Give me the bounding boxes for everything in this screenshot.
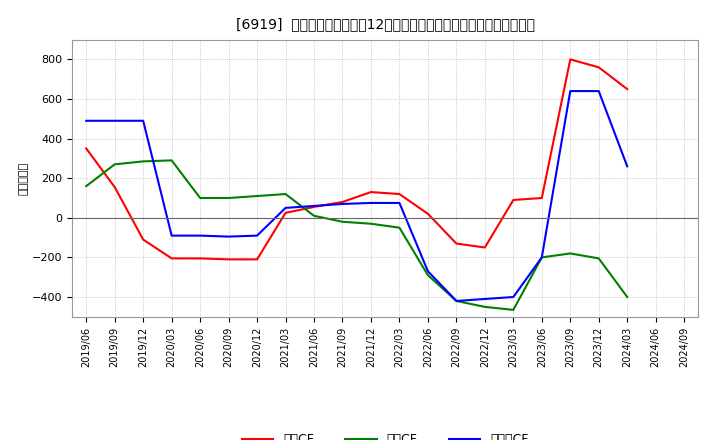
フリーCF xyxy=(537,255,546,260)
営業CF xyxy=(167,256,176,261)
投資CF xyxy=(253,193,261,198)
投資CF xyxy=(423,272,432,278)
Line: 営業CF: 営業CF xyxy=(86,59,627,259)
投資CF xyxy=(566,251,575,256)
営業CF xyxy=(310,204,318,209)
営業CF xyxy=(537,195,546,201)
Y-axis label: （百万円）: （百万円） xyxy=(19,161,29,195)
フリーCF xyxy=(110,118,119,123)
営業CF xyxy=(282,210,290,216)
投資CF xyxy=(196,195,204,201)
フリーCF xyxy=(282,205,290,210)
フリーCF xyxy=(423,268,432,274)
投資CF xyxy=(82,183,91,189)
投資CF xyxy=(537,255,546,260)
投資CF xyxy=(110,161,119,167)
営業CF xyxy=(452,241,461,246)
投資CF xyxy=(623,294,631,300)
投資CF xyxy=(395,225,404,231)
営業CF xyxy=(480,245,489,250)
フリーCF xyxy=(82,118,91,123)
営業CF xyxy=(366,189,375,194)
営業CF xyxy=(196,256,204,261)
営業CF xyxy=(423,211,432,216)
営業CF xyxy=(82,146,91,151)
営業CF xyxy=(338,199,347,205)
投資CF xyxy=(282,191,290,197)
フリーCF xyxy=(509,294,518,300)
フリーCF xyxy=(167,233,176,238)
フリーCF xyxy=(338,201,347,206)
フリーCF xyxy=(595,88,603,94)
営業CF xyxy=(139,237,148,242)
フリーCF xyxy=(566,88,575,94)
フリーCF xyxy=(196,233,204,238)
フリーCF xyxy=(139,118,148,123)
投資CF xyxy=(139,159,148,164)
投資CF xyxy=(225,195,233,201)
営業CF xyxy=(110,184,119,190)
投資CF xyxy=(480,304,489,310)
フリーCF xyxy=(310,203,318,209)
フリーCF xyxy=(366,200,375,205)
営業CF xyxy=(225,257,233,262)
投資CF xyxy=(366,221,375,226)
Line: フリーCF: フリーCF xyxy=(86,91,627,301)
営業CF xyxy=(595,65,603,70)
投資CF xyxy=(452,298,461,304)
フリーCF xyxy=(395,200,404,205)
フリーCF xyxy=(480,297,489,302)
Title: [6919]  キャッシュフローの12か月移動合計の対前年同期増減額の推移: [6919] キャッシュフローの12か月移動合計の対前年同期増減額の推移 xyxy=(235,18,535,32)
営業CF xyxy=(509,197,518,202)
フリーCF xyxy=(452,298,461,304)
営業CF xyxy=(566,57,575,62)
フリーCF xyxy=(225,234,233,239)
フリーCF xyxy=(253,233,261,238)
営業CF xyxy=(253,257,261,262)
投資CF xyxy=(509,307,518,312)
営業CF xyxy=(623,86,631,92)
営業CF xyxy=(395,191,404,197)
Legend: 営業CF, 投資CF, フリーCF: 営業CF, 投資CF, フリーCF xyxy=(237,429,534,440)
投資CF xyxy=(595,256,603,261)
フリーCF xyxy=(623,164,631,169)
投資CF xyxy=(167,158,176,163)
投資CF xyxy=(338,219,347,224)
Line: 投資CF: 投資CF xyxy=(86,160,627,310)
投資CF xyxy=(310,213,318,218)
